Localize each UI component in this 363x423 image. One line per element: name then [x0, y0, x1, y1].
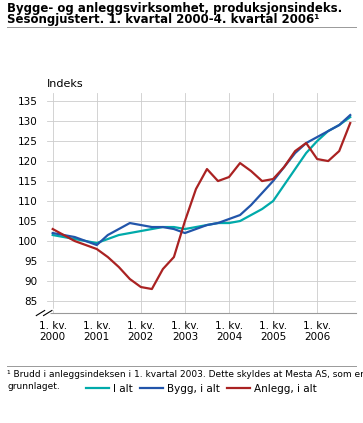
I alt	[150, 226, 154, 231]
I alt	[128, 231, 132, 236]
I alt	[205, 222, 209, 228]
Anlegg, i alt	[106, 255, 110, 260]
Anlegg, i alt	[238, 160, 242, 165]
Anlegg, i alt	[150, 286, 154, 291]
Bygg, i alt	[139, 222, 143, 228]
Bygg, i alt	[348, 113, 352, 118]
Anlegg, i alt	[139, 285, 143, 290]
I alt	[337, 123, 341, 128]
I alt	[315, 138, 319, 143]
I alt	[62, 234, 66, 239]
Bygg, i alt	[227, 217, 231, 222]
I alt	[95, 241, 99, 246]
Anlegg, i alt	[348, 121, 352, 126]
Line: Anlegg, i alt: Anlegg, i alt	[53, 123, 350, 289]
Anlegg, i alt	[50, 226, 55, 231]
Anlegg, i alt	[271, 176, 275, 181]
Bygg, i alt	[282, 165, 286, 170]
Bygg, i alt	[106, 233, 110, 238]
Text: Sesongjustert. 1. kvartal 2000-4. kvartal 2006¹: Sesongjustert. 1. kvartal 2000-4. kvarta…	[7, 13, 320, 26]
Anlegg, i alt	[249, 168, 253, 173]
I alt	[73, 236, 77, 242]
Anlegg, i alt	[83, 242, 88, 247]
Bygg, i alt	[205, 222, 209, 228]
I alt	[161, 225, 165, 230]
Anlegg, i alt	[95, 247, 99, 252]
Anlegg, i alt	[161, 266, 165, 272]
I alt	[194, 225, 198, 230]
Anlegg, i alt	[293, 148, 297, 154]
Bygg, i alt	[271, 179, 275, 184]
I alt	[106, 236, 110, 242]
Anlegg, i alt	[304, 140, 308, 146]
Anlegg, i alt	[205, 167, 209, 172]
Bygg, i alt	[249, 203, 253, 208]
Anlegg, i alt	[260, 179, 264, 184]
I alt	[260, 206, 264, 212]
Legend: I alt, Bygg, i alt, Anlegg, i alt: I alt, Bygg, i alt, Anlegg, i alt	[82, 380, 321, 398]
Anlegg, i alt	[194, 187, 198, 192]
I alt	[348, 115, 352, 120]
Anlegg, i alt	[216, 179, 220, 184]
Bygg, i alt	[95, 242, 99, 247]
Bygg, i alt	[337, 123, 341, 128]
Anlegg, i alt	[117, 264, 121, 269]
Bygg, i alt	[73, 234, 77, 239]
Bygg, i alt	[260, 190, 264, 195]
Bygg, i alt	[117, 226, 121, 231]
Bygg, i alt	[150, 225, 154, 230]
I alt	[83, 239, 88, 244]
Anlegg, i alt	[183, 219, 187, 224]
Bygg, i alt	[128, 220, 132, 225]
Bygg, i alt	[304, 140, 308, 146]
Bygg, i alt	[326, 129, 330, 134]
Anlegg, i alt	[73, 239, 77, 244]
I alt	[249, 212, 253, 217]
I alt	[293, 167, 297, 172]
Bygg, i alt	[62, 233, 66, 238]
Bygg, i alt	[238, 212, 242, 217]
I alt	[282, 182, 286, 187]
Line: I alt: I alt	[53, 117, 350, 243]
Bygg, i alt	[50, 231, 55, 236]
Bygg, i alt	[194, 226, 198, 231]
I alt	[304, 151, 308, 156]
I alt	[227, 220, 231, 225]
Bygg, i alt	[83, 239, 88, 244]
I alt	[271, 198, 275, 203]
Anlegg, i alt	[282, 165, 286, 170]
Anlegg, i alt	[62, 233, 66, 238]
Bygg, i alt	[183, 231, 187, 236]
I alt	[238, 219, 242, 224]
Text: Indeks: Indeks	[47, 79, 84, 89]
Line: Bygg, i alt: Bygg, i alt	[53, 115, 350, 245]
I alt	[183, 226, 187, 231]
Bygg, i alt	[293, 151, 297, 156]
Bygg, i alt	[216, 220, 220, 225]
Bygg, i alt	[161, 225, 165, 230]
Anlegg, i alt	[128, 277, 132, 282]
I alt	[172, 225, 176, 230]
Text: Bygge- og anleggsvirksomhet, produksjonsindeks.: Bygge- og anleggsvirksomhet, produksjons…	[7, 2, 343, 15]
I alt	[216, 220, 220, 225]
Anlegg, i alt	[326, 159, 330, 164]
I alt	[117, 233, 121, 238]
Bygg, i alt	[315, 135, 319, 140]
I alt	[139, 228, 143, 233]
Anlegg, i alt	[227, 175, 231, 180]
I alt	[50, 233, 55, 238]
Bygg, i alt	[172, 226, 176, 231]
Anlegg, i alt	[172, 255, 176, 260]
Text: ¹ Brudd i anleggsindeksen i 1. kvartal 2003. Dette skyldes at Mesta AS, som er s: ¹ Brudd i anleggsindeksen i 1. kvartal 2…	[7, 370, 363, 390]
Anlegg, i alt	[337, 148, 341, 154]
Anlegg, i alt	[315, 157, 319, 162]
I alt	[326, 129, 330, 134]
